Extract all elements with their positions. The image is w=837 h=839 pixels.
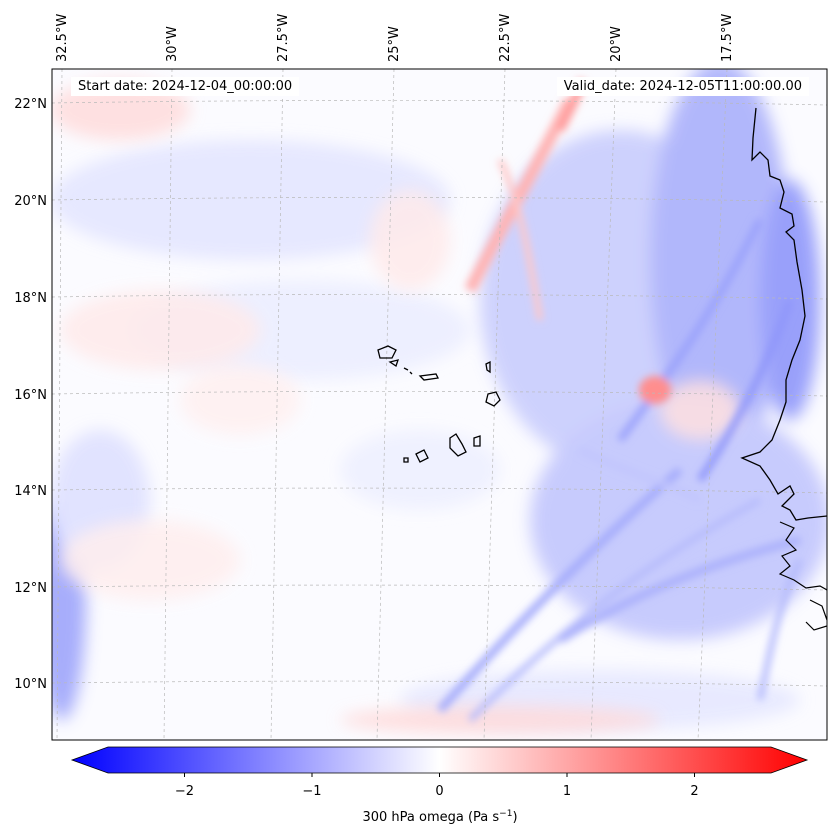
colorbar-tick-label: 0 [435, 784, 443, 799]
lat-label: 16°N [14, 388, 47, 403]
colorbar: −2 −1 0 1 2 300 hPa omega (Pa s−1) [70, 746, 809, 825]
coastline-africa [740, 107, 827, 521]
lon-label: 30°W [165, 26, 180, 62]
lon-label: 22.5°W [498, 14, 513, 62]
lon-label: 32.5°W [55, 14, 70, 62]
colorbar-body [70, 746, 809, 774]
lon-label: 25°W [387, 26, 402, 62]
colorbar-ticks: −2 −1 0 1 2 [175, 773, 699, 799]
colorbar-tick-label: 1 [563, 784, 571, 799]
lat-label: 12°N [14, 581, 47, 596]
lat-label: 20°N [14, 194, 47, 209]
lat-label: 22°N [14, 97, 47, 112]
latitude-labels: 22°N 20°N 18°N 16°N 14°N 12°N 10°N [14, 97, 47, 692]
lon-label: 17.5°W [720, 14, 735, 62]
lat-label: 14°N [14, 484, 47, 499]
coastline-guinea [778, 521, 827, 631]
lat-label: 10°N [14, 677, 47, 692]
longitude-labels: 32.5°W 30°W 27.5°W 25°W 22.5°W 20°W 17.5… [55, 14, 735, 62]
colorbar-tick-label: −2 [175, 784, 194, 799]
lat-label: 18°N [14, 291, 47, 306]
colorbar-tick-label: 2 [690, 784, 698, 799]
colorbar-label: 300 hPa omega (Pa s−1) [362, 809, 517, 825]
map-frame [51, 68, 828, 741]
lon-label: 27.5°W [276, 14, 291, 62]
cape-verde-islands [377, 345, 501, 463]
start-date-label: Start date: 2024-12-04_00:00:00 [71, 77, 300, 96]
graticule [52, 69, 827, 740]
valid-date-label: Valid_date: 2024-12-05T11:00:00.00 [556, 77, 809, 96]
omega-field [52, 69, 827, 740]
colorbar-tick-label: −1 [302, 784, 321, 799]
lon-label: 20°W [609, 26, 624, 62]
